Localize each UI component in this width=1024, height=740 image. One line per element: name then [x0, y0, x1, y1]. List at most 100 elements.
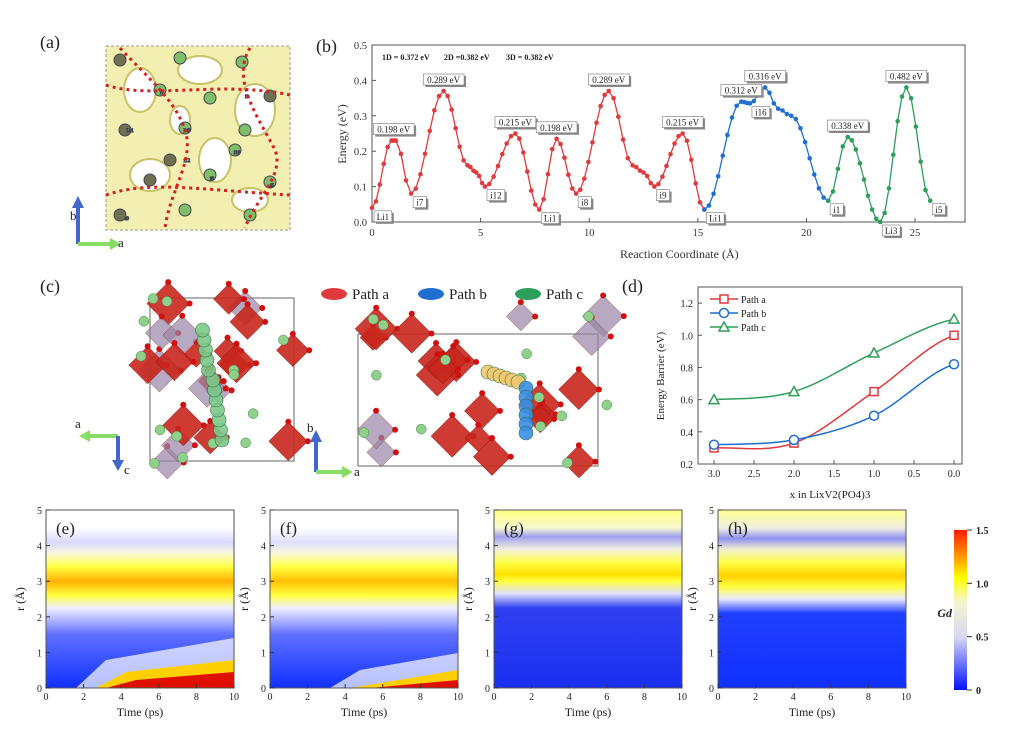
data-point: [611, 96, 616, 101]
x-tick-label: 4: [791, 692, 796, 703]
data-point: [513, 131, 518, 136]
data-point: [558, 142, 563, 147]
oxygen-atom: [592, 459, 598, 465]
data-point: [878, 220, 883, 225]
data-point: [854, 147, 859, 152]
data-point: [409, 191, 414, 196]
data-point: [570, 186, 575, 191]
data-point: [668, 152, 673, 157]
data-point: [586, 160, 591, 165]
data-point: [582, 176, 587, 181]
oxygen-atom: [449, 412, 455, 418]
marker-circle: [710, 440, 719, 449]
data-point: [427, 129, 432, 134]
annotation-label: i7: [416, 198, 424, 208]
data-point: [574, 191, 579, 196]
x-tick-label: 20: [801, 228, 812, 239]
rdf-heatmaps: (e)0246810012345Time (ps)r (Å)(f)0246810…: [13, 506, 911, 719]
y-axis-title: r (Å): [237, 587, 251, 611]
x-tick-label: 8: [642, 692, 647, 703]
data-point: [594, 120, 599, 125]
y-tick-label: 5: [709, 506, 714, 517]
annotation-label: i5: [935, 205, 943, 215]
data-point: [798, 126, 803, 131]
oxygen-atom: [434, 351, 440, 357]
marker-triangle: [949, 314, 959, 323]
legend-swatch-path-b: [418, 288, 444, 300]
data-point: [491, 174, 496, 179]
data-point: [562, 155, 567, 160]
annotation-label: 0.198 eV: [540, 123, 573, 133]
data-point: [652, 184, 657, 189]
site-label: i16: [234, 151, 241, 156]
x-tick-label: 1.0: [868, 469, 881, 480]
data-point: [836, 167, 841, 172]
y-tick-label: 1.2: [681, 299, 694, 310]
panel-label-d: (d): [622, 276, 643, 297]
data-point: [707, 203, 712, 208]
oxygen-atom: [253, 360, 259, 366]
data-point: [477, 174, 482, 179]
data-point: [807, 156, 812, 161]
polyhedron: [355, 308, 397, 350]
li-atom: [114, 54, 126, 66]
data-point: [404, 178, 409, 183]
y-tick-label: 5: [261, 506, 266, 517]
y-tick-label: 1.0: [681, 331, 694, 342]
data-point: [606, 89, 611, 94]
data-point: [689, 157, 694, 162]
lithium-atom: [241, 438, 251, 448]
crystal-structure-right: [355, 293, 627, 479]
data-point: [480, 181, 485, 186]
panel-label-a: (a): [40, 32, 60, 53]
series-line-3D: [828, 87, 930, 222]
oxygen-atom: [190, 359, 196, 365]
y-tick-label: 0: [261, 684, 266, 695]
data-point: [789, 114, 794, 119]
y-tick-label: 4: [261, 542, 266, 553]
marker-square: [720, 295, 728, 303]
marker-triangle: [869, 348, 879, 357]
lithium-atom: [229, 370, 239, 380]
x-tick-label: 0: [44, 692, 49, 703]
legend-3D: 3D = 0.382 eV: [506, 53, 554, 62]
panel-label: (e): [56, 519, 75, 538]
d-x-axis-title: x in LixV2(PO4)3: [790, 489, 871, 501]
x-tick-label: 2: [81, 692, 86, 703]
b-y-axis-title: Energy (eV): [335, 104, 349, 163]
li-atom: [179, 204, 191, 216]
path-atom: [519, 426, 533, 440]
oxygen-atom: [576, 442, 582, 448]
data-point: [453, 126, 458, 131]
data-point: [394, 138, 399, 143]
x-tick-label: 2.0: [788, 469, 801, 480]
x-tick-label: 0: [268, 692, 273, 703]
oxygen-atom: [537, 402, 543, 408]
data-point: [803, 140, 808, 145]
axis-a-label: a: [354, 464, 360, 479]
site-label: i9: [125, 217, 129, 222]
x-tick-label: 6: [156, 692, 161, 703]
data-point: [831, 189, 836, 194]
lithium-atom: [149, 458, 159, 468]
data-point: [891, 152, 896, 157]
data-point: [648, 181, 653, 186]
lithium-atom: [136, 351, 146, 361]
li-atom: [204, 92, 216, 104]
x-tick-label: 2: [753, 692, 758, 703]
data-point: [423, 151, 428, 156]
data-point: [785, 112, 790, 117]
y-tick-label: 2: [485, 613, 490, 624]
series-line-2D: [704, 87, 828, 209]
x-tick-label: 10: [229, 692, 239, 703]
data-point: [672, 141, 677, 146]
data-point: [621, 137, 626, 142]
oxygen-atom: [262, 319, 268, 325]
polyhedron: [464, 393, 500, 429]
y-tick-label: 2: [37, 613, 42, 624]
lithium-atom: [172, 431, 182, 441]
lithium-atom: [162, 296, 172, 306]
legend-1D: 1D = 0.372 eV: [382, 53, 430, 62]
data-point: [845, 135, 850, 140]
data-point: [702, 207, 707, 212]
